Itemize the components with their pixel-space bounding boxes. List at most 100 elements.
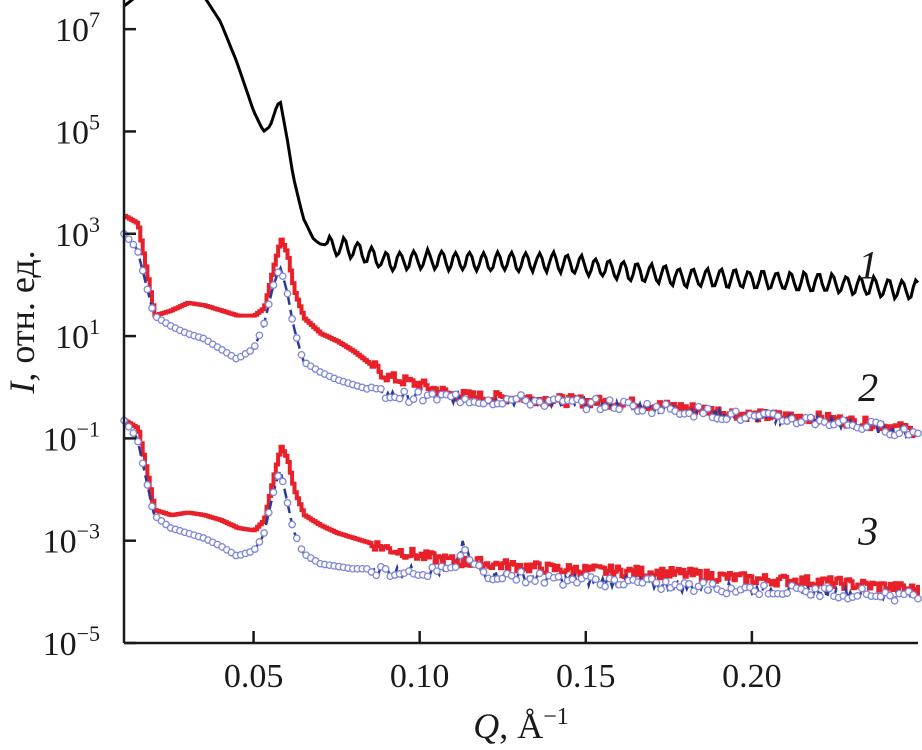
x-tick-label: 0.10	[390, 658, 450, 695]
data-point	[428, 390, 437, 398]
data-point	[400, 387, 409, 396]
data-point	[531, 577, 539, 586]
data-point	[260, 529, 268, 537]
data-point	[269, 488, 278, 497]
y-tick-label: 10−1	[43, 416, 100, 458]
data-point	[689, 412, 698, 421]
data-point	[689, 587, 698, 596]
axes	[122, 0, 918, 645]
data-point	[292, 334, 301, 342]
data-point	[643, 399, 651, 408]
data-point	[811, 584, 820, 593]
data-point	[591, 575, 600, 584]
data-point	[540, 402, 549, 411]
data-point	[657, 406, 665, 415]
data-point	[451, 390, 460, 399]
data-point	[372, 571, 381, 580]
data-point	[862, 423, 871, 431]
ticks: 0.05 0.10 0.15 0.20 107 105 103 101 10−1 10−3 10−5	[43, 7, 782, 695]
data-point	[498, 574, 507, 583]
data-point	[638, 579, 647, 587]
data-point	[788, 414, 796, 423]
data-point	[278, 477, 287, 486]
curve-labels: 1 2 3	[857, 242, 878, 553]
data-point	[647, 409, 656, 418]
x-tick-label: 0.05	[224, 658, 284, 695]
data-point	[283, 499, 292, 507]
data-point	[535, 397, 544, 406]
data-point	[521, 396, 530, 405]
data-point	[914, 594, 922, 603]
data-point	[900, 425, 908, 433]
data-point	[914, 429, 922, 438]
data-point	[703, 586, 712, 594]
data-point	[433, 395, 441, 404]
data-point	[675, 583, 684, 591]
data-point	[839, 416, 848, 425]
curve-3-exp	[124, 418, 920, 596]
data-point	[722, 589, 731, 598]
data-point	[283, 289, 292, 298]
data-point	[124, 235, 133, 244]
data-point	[722, 415, 731, 424]
data-point	[414, 388, 423, 396]
markers-3-model	[120, 416, 922, 605]
data-point	[657, 585, 665, 594]
data-point	[395, 394, 404, 403]
data-point	[577, 397, 586, 406]
data-point	[806, 413, 815, 422]
data-point	[610, 576, 619, 584]
data-point	[708, 579, 717, 588]
data-point	[274, 472, 282, 480]
curve-2-exp	[124, 213, 920, 439]
data-point	[876, 592, 885, 601]
data-point	[591, 394, 600, 403]
data-point	[124, 422, 133, 431]
data-point	[264, 508, 273, 517]
data-point	[816, 592, 824, 601]
y-tick-label: 107	[55, 7, 100, 49]
data-point	[297, 350, 306, 359]
data-point	[554, 572, 563, 581]
data-point	[699, 578, 708, 587]
y-tick-label: 10−3	[43, 519, 100, 561]
data-point	[573, 578, 581, 587]
data-point	[269, 281, 278, 289]
x-tick-label: 0.15	[556, 658, 616, 695]
data-point	[148, 502, 156, 511]
data-point	[895, 429, 904, 438]
data-point	[297, 545, 306, 553]
data-point	[512, 576, 521, 584]
data-point	[694, 402, 703, 411]
curve-1	[123, 0, 920, 303]
plot-area	[120, 0, 922, 605]
y-axis-title: I, отн. ед.	[2, 250, 42, 394]
y-tick-label: 105	[55, 109, 100, 151]
x-tick-label: 0.20	[722, 658, 782, 695]
data-point	[250, 342, 259, 350]
data-point	[377, 384, 385, 393]
data-point	[461, 546, 469, 554]
data-point	[638, 406, 647, 415]
data-point	[615, 405, 623, 414]
data-point	[526, 400, 535, 409]
data-point	[661, 577, 670, 586]
data-point	[699, 409, 708, 418]
curve-label-3: 3	[857, 508, 878, 553]
data-point	[288, 520, 296, 529]
data-point	[479, 568, 488, 576]
data-point	[143, 285, 152, 294]
data-point	[601, 403, 609, 411]
markers-2-model	[120, 229, 922, 440]
data-point	[134, 437, 142, 446]
data-point	[512, 395, 521, 403]
data-point	[278, 272, 287, 281]
data-point	[685, 580, 693, 588]
data-point	[433, 567, 441, 576]
data-point	[886, 591, 894, 600]
data-point	[605, 396, 614, 404]
data-point	[264, 300, 273, 309]
data-point	[138, 459, 147, 468]
data-point	[250, 545, 259, 553]
data-point	[484, 396, 493, 404]
